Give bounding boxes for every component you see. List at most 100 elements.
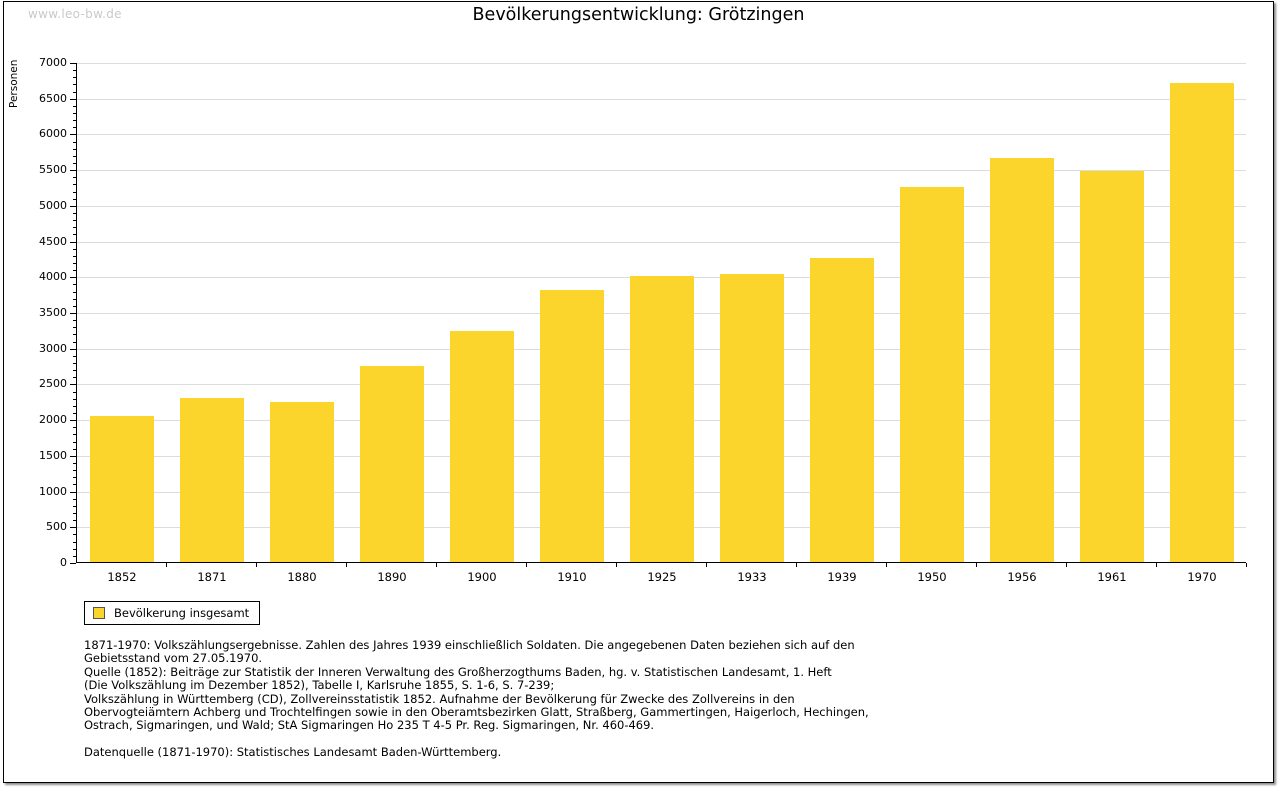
- y-minor-tick: [73, 177, 76, 179]
- gridline-6000: [77, 134, 1246, 136]
- bar-chart: Personen 0 500 1000 1500 2000 2500 3000 3500 400…: [4, 2, 1273, 782]
- footnote-line-8: [84, 733, 869, 746]
- y-minor-tick: [73, 555, 76, 557]
- bar-1900: [450, 330, 514, 562]
- legend-swatch-icon: [93, 607, 105, 619]
- x-tick-label-1900: 1900: [467, 570, 497, 584]
- y-major-tick-0: [70, 563, 76, 564]
- bar-1933: [720, 274, 784, 562]
- footnote-line-2: Gebietsstand vom 27.05.1970.: [84, 651, 263, 666]
- x-boundary-tick: [166, 563, 167, 567]
- y-minor-tick: [73, 220, 76, 222]
- legend-box: Bevölkerung insgesamt: [84, 601, 261, 625]
- y-major-tick-4500: [70, 241, 76, 243]
- y-tick-label-1000: 1000: [39, 484, 67, 498]
- y-minor-tick: [73, 148, 76, 150]
- watermark-url: www.leo-bw.de: [28, 7, 122, 21]
- y-major-tick-2000: [70, 420, 76, 422]
- bar-1890: [360, 365, 424, 562]
- y-minor-tick: [73, 470, 76, 472]
- x-boundary-tick: [976, 563, 977, 567]
- y-minor-tick: [73, 484, 76, 486]
- x-boundary-tick: [1246, 563, 1247, 567]
- y-minor-tick: [73, 334, 76, 336]
- y-minor-tick: [73, 391, 76, 393]
- y-tick-label-4500: 4500: [39, 234, 67, 248]
- y-minor-tick: [73, 305, 76, 307]
- footnote-line-3: Quelle (1852): Beiträge zur Statistik de…: [84, 664, 832, 679]
- y-minor-tick: [73, 105, 76, 107]
- y-tick-label-6500: 6500: [39, 91, 67, 105]
- y-minor-tick: [73, 477, 76, 479]
- plot-area: 0 500 1000 1500 2000 2500 3000 3500 4000 4500 5000…: [39, 56, 1247, 584]
- y-minor-tick: [73, 213, 76, 214]
- x-boundary-tick: [706, 563, 707, 567]
- x-boundary-tick: [526, 563, 527, 567]
- y-tick-label-7000: 7000: [39, 56, 67, 69]
- footnote-line-9: Datenquelle (1871-1970): Statistisches L…: [84, 745, 502, 760]
- bar-1939: [810, 258, 874, 562]
- y-minor-tick: [73, 320, 76, 322]
- x-tick-label-1890: 1890: [377, 570, 407, 584]
- y-minor-tick: [73, 248, 76, 250]
- y-minor-tick: [73, 505, 76, 507]
- x-boundary-tick: [886, 563, 887, 567]
- y-minor-tick: [73, 120, 76, 122]
- x-tick-label-1961: 1961: [1097, 570, 1127, 584]
- y-minor-tick: [73, 434, 76, 436]
- y-minor-tick: [73, 84, 76, 86]
- y-tick-label-5500: 5500: [39, 163, 67, 177]
- y-tick-label-500: 500: [46, 520, 67, 534]
- gridline-4500: [77, 241, 1246, 243]
- chart-frame: www.leo-bw.de Bevölkerungsentwicklung: G…: [3, 1, 1274, 783]
- gridline-5000: [77, 205, 1246, 207]
- x-boundary-tick: [1066, 563, 1067, 567]
- y-minor-tick: [73, 255, 76, 257]
- x-tick-label-1956: 1956: [1007, 570, 1037, 584]
- y-minor-tick: [73, 284, 76, 286]
- y-minor-tick: [73, 341, 76, 343]
- y-minor-tick: [73, 113, 76, 114]
- x-boundary-tick: [436, 563, 437, 567]
- x-tick-label-1933: 1933: [737, 570, 767, 584]
- y-minor-tick: [73, 548, 76, 550]
- y-minor-tick: [73, 163, 76, 164]
- legend-label: Bevölkerung insgesamt: [114, 606, 250, 620]
- footnote-line-7: Ostrach, Sigmaringen, und Wald; StA Sigm…: [84, 718, 655, 733]
- gridline-6500: [77, 98, 1246, 100]
- y-major-tick-4000: [70, 277, 76, 279]
- y-minor-tick: [73, 234, 76, 236]
- y-tick-label-4000: 4000: [39, 270, 67, 284]
- y-major-tick-500: [70, 527, 76, 529]
- x-boundary-tick: [1156, 563, 1157, 567]
- y-major-tick-3000: [70, 348, 76, 350]
- y-major-tick-1000: [70, 491, 76, 493]
- y-minor-tick: [73, 377, 76, 379]
- y-minor-tick: [73, 498, 76, 500]
- y-major-tick-1500: [70, 455, 76, 457]
- bar-1950: [900, 187, 964, 562]
- bar-1970: [1170, 83, 1234, 562]
- y-minor-tick: [73, 363, 76, 364]
- footnote-line-4: (Die Volkszählung im Dezember 1852), Tab…: [84, 678, 555, 693]
- y-tick-label-2000: 2000: [39, 413, 67, 427]
- y-minor-tick: [73, 370, 76, 372]
- bar-1880: [270, 402, 334, 562]
- y-tick-label-0: 0: [60, 556, 67, 569]
- y-minor-tick: [73, 270, 76, 272]
- footnote-line-5: Volkszählung in Württemberg (CD), Zollve…: [84, 691, 795, 706]
- y-minor-tick: [73, 184, 76, 186]
- footnotes: 1871-1970: Volkszählungsergebnisse. Zahl…: [84, 638, 869, 760]
- y-major-tick-5000: [70, 205, 76, 207]
- x-boundary-tick: [616, 563, 617, 567]
- y-minor-tick: [73, 513, 76, 514]
- x-tick-label-1925: 1925: [647, 570, 677, 584]
- y-minor-tick: [73, 91, 76, 93]
- y-minor-tick: [73, 541, 76, 543]
- y-tick-label-2500: 2500: [39, 377, 67, 391]
- x-boundary-tick: [346, 563, 347, 567]
- x-tick-label-1939: 1939: [827, 570, 857, 584]
- y-minor-tick: [73, 520, 76, 522]
- y-minor-tick: [73, 263, 76, 264]
- y-minor-tick: [73, 413, 76, 414]
